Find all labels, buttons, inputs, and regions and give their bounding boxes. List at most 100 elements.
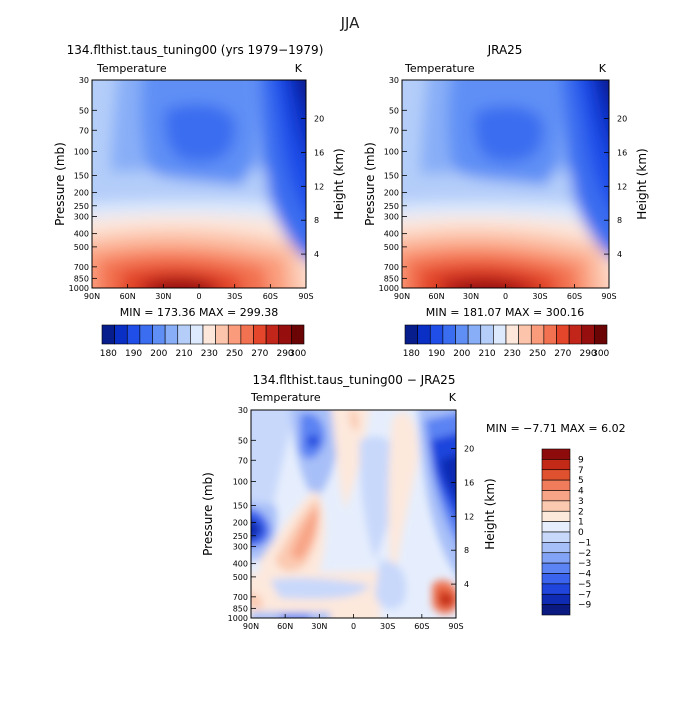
contour-field	[251, 410, 456, 618]
latitude-tick-label: 0	[503, 292, 508, 301]
units-label: K	[295, 62, 303, 75]
height-tick-label: 12	[464, 512, 474, 521]
field-band	[440, 454, 456, 501]
field-band	[290, 508, 318, 560]
units-label: K	[449, 391, 457, 404]
latitude-tick-label: 90N	[394, 292, 410, 301]
colorbar-swatch	[291, 324, 305, 345]
latitude-tick-label: 60S	[414, 622, 429, 631]
height-tick-label: 8	[617, 216, 622, 225]
field-band	[286, 80, 306, 158]
field-band	[297, 80, 306, 106]
height-tick-label: 8	[464, 546, 469, 555]
colorbar-label: 300	[289, 349, 306, 359]
pressure-tick-label: 1000	[228, 614, 248, 623]
colorbar-swatch	[265, 324, 280, 345]
colorbar-label: −7	[578, 590, 591, 600]
contour-field	[402, 80, 609, 288]
colorbar-swatch	[541, 593, 571, 605]
panel-title: JRA25	[487, 43, 523, 57]
pressure-tick-label: 50	[238, 436, 248, 445]
colorbar-label: 290	[276, 349, 293, 359]
colorbar-label: 210	[175, 349, 192, 359]
latitude-tick-label: 0	[351, 622, 356, 631]
y-axis-label: Pressure (mb)	[201, 472, 215, 556]
colorbar-label: 230	[201, 349, 218, 359]
colorbar-swatch	[114, 324, 128, 345]
latitude-axis: 90N 60N 30N 0 30S 60S 90S	[84, 284, 314, 301]
colorbar-label: −2	[578, 549, 591, 559]
colorbar-swatch	[202, 324, 216, 345]
height-tick-label: 4	[617, 250, 622, 259]
colorbar-label: 190	[125, 349, 142, 359]
colorbar-swatch	[215, 324, 229, 345]
colorbar-swatch	[541, 604, 571, 616]
field-band	[92, 80, 118, 204]
pressure-tick-label: 150	[233, 501, 248, 510]
colorbar-swatch	[543, 324, 557, 345]
model-panel: 134.flthist.taus_tuning00 (yrs 1979−1979…	[53, 43, 346, 359]
latitude-tick-label: 30N	[155, 292, 171, 301]
pressure-tick-label: 30	[79, 76, 89, 85]
min-max-stats: MIN = −7.71 MAX = 6.02	[486, 422, 626, 435]
latitude-tick-label: 90S	[601, 292, 616, 301]
colorbar-swatch	[442, 324, 456, 345]
height-tick-label: 16	[617, 148, 627, 157]
difference-panel: 134.flthist.taus_tuning00 − JRA25 Temper…	[201, 373, 626, 631]
field-band	[275, 498, 320, 572]
variable-label: Temperature	[96, 62, 167, 75]
height-axis-label: Height (km)	[483, 478, 497, 549]
height-tick-label: 16	[314, 148, 324, 157]
pressure-tick-label: 150	[384, 171, 399, 180]
colorbar-label: 190	[428, 349, 445, 359]
pressure-tick-label: 850	[384, 274, 399, 283]
colorbar-label: −1	[578, 538, 591, 548]
height-axis: 4 8 12 16 20	[451, 445, 474, 589]
min-max-stats: MIN = 181.07 MAX = 300.16	[426, 306, 584, 319]
latitude-tick-label: 60N	[428, 292, 444, 301]
field-band	[388, 412, 419, 600]
colorbar-label: 200	[453, 349, 470, 359]
colorbar-swatch	[541, 573, 571, 585]
pressure-tick-label: 200	[384, 189, 399, 198]
height-axis: 4 8 12 16 20	[604, 115, 627, 259]
field-band	[307, 435, 319, 447]
field-band	[601, 80, 609, 102]
colorbar-label: 270	[251, 349, 268, 359]
colorbar-swatch	[541, 448, 571, 460]
colorbar-swatch	[429, 324, 444, 345]
colorbar-swatch	[518, 324, 532, 345]
pressure-tick-label: 250	[233, 532, 248, 541]
pressure-tick-label: 300	[233, 543, 248, 552]
colorbar-swatch	[505, 324, 519, 345]
colorbar-swatch	[541, 469, 571, 481]
colorbar-label: 290	[579, 349, 596, 359]
y-axis-label: Pressure (mb)	[53, 142, 67, 226]
pressure-tick-label: 850	[74, 274, 89, 283]
pressure-tick-label: 700	[233, 593, 248, 602]
pressure-tick-label: 850	[233, 604, 248, 613]
pressure-tick-label: 50	[79, 106, 89, 115]
latitude-tick-label: 30S	[532, 292, 547, 301]
pressure-tick-label: 500	[233, 573, 248, 582]
main-title: JJA	[340, 14, 361, 32]
colorbar-swatch	[581, 324, 595, 345]
colorbar-label: −4	[578, 570, 592, 580]
colorbar-swatch	[164, 324, 179, 345]
colorbar-swatch	[152, 324, 166, 345]
colorbar-label: 9	[578, 455, 584, 465]
colorbar-label: 210	[478, 349, 495, 359]
colorbar-swatch	[101, 324, 115, 345]
colorbar-label: −9	[578, 601, 592, 611]
colorbar-label: 270	[554, 349, 571, 359]
colorbar-swatch	[541, 479, 571, 491]
pressure-tick-label: 400	[74, 230, 89, 239]
colorbar-swatch	[493, 324, 507, 345]
latitude-tick-label: 30N	[311, 622, 327, 631]
colorbar-label: 230	[504, 349, 521, 359]
colorbar-swatch	[126, 324, 141, 345]
contour-field	[92, 80, 306, 288]
pressure-tick-label: 400	[384, 230, 399, 239]
